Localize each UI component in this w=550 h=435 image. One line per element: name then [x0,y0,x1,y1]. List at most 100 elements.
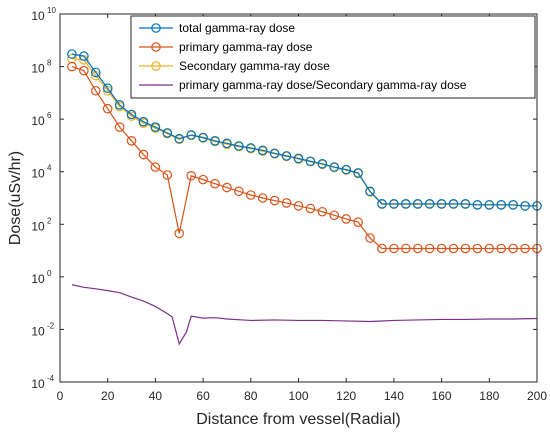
data-point [508,200,518,210]
y-tick-exponent: 2 [47,216,52,225]
data-point [448,243,459,254]
data-point [412,243,423,254]
series-0 [67,49,542,211]
data-point [114,122,125,132]
legend-box [130,15,536,99]
legend-swatch-marker [151,61,161,71]
data-point [222,182,232,193]
y-tick-exponent: 8 [47,59,52,68]
y-tick-exponent: 0 [47,269,52,278]
data-point [353,168,363,178]
series-1 [67,61,542,254]
data-point [460,243,471,254]
y-tick-label: 10 [31,324,45,338]
data-point [436,243,447,254]
data-point [79,51,89,61]
data-point [329,162,340,172]
y-tick-label: 10 [31,114,45,128]
data-point [138,149,149,160]
x-tick-label: 40 [149,389,163,403]
data-point [484,200,495,210]
data-point [293,201,304,211]
data-point [102,85,113,96]
data-point [257,145,268,156]
data-point [198,132,208,143]
data-point [67,49,77,59]
data-point [174,133,185,144]
data-point [162,170,173,180]
legend-entry-label: Secondary gamma-ray dose [179,59,330,73]
data-point [472,200,483,210]
data-point [102,83,113,94]
x-tick-label: 60 [196,389,210,403]
data-point [79,65,89,76]
x-tick-label: 100 [288,389,308,403]
data-point [67,61,77,72]
data-point [520,201,530,211]
data-point [186,170,196,181]
data-point [460,199,471,209]
data-point [365,233,375,243]
data-point [436,199,447,209]
data-point [126,109,137,120]
data-point [90,85,101,96]
y-tick-label: 10 [31,219,45,233]
data-point [90,67,101,78]
data-point [377,243,387,254]
series-layer [67,49,542,346]
data-point [174,228,185,239]
data-point [472,243,483,254]
y-tick-label: 10 [31,167,45,181]
x-tick-label: 20 [101,389,115,403]
x-tick-label: 160 [432,389,452,403]
series-3 [71,284,538,346]
data-point [269,148,280,159]
x-tick-label: 200 [527,389,547,403]
data-point [281,151,292,161]
data-point [305,156,316,167]
data-point [305,203,316,214]
data-point [412,199,423,209]
data-point [293,153,304,164]
legend: total gamma-ray dose primary gamma-ray do… [130,15,536,99]
data-point [317,159,328,169]
legend-entry-label: primary gamma-ray dose/Secondary gamma-r… [179,78,467,92]
data-point [401,199,411,209]
data-point [114,100,125,110]
y-tick-label: 10 [31,9,45,23]
y-tick-exponent: 4 [47,164,52,173]
legend-swatch-marker [151,42,161,52]
data-point [484,243,495,254]
data-point [401,243,411,254]
series-line [71,66,537,250]
legend-swatch-marker [151,23,161,33]
data-point [377,199,387,209]
data-point [424,199,435,209]
y-tick-label: 10 [31,377,45,391]
data-point [150,122,161,132]
legend-entry-label: total gamma-ray dose [179,21,295,35]
x-tick-label: 80 [244,389,258,403]
x-tick-label: 180 [479,389,499,403]
y-tick-exponent: -4 [47,374,55,383]
y-axis-label: Dose(uSv/hr) [7,151,24,245]
x-tick-label: 120 [336,389,356,403]
x-tick-label: 0 [57,389,64,403]
y-tick-exponent: 10 [47,6,56,15]
data-point [341,164,351,175]
data-point [210,136,220,146]
data-point [520,243,530,254]
data-point [138,116,149,127]
x-tick-label: 140 [384,389,404,403]
data-point [269,195,280,206]
y-tick-exponent: 6 [47,111,52,120]
data-point [126,136,137,146]
data-point [246,143,256,153]
data-point [424,243,435,254]
data-point [508,243,518,254]
data-point [496,243,507,254]
data-point [329,210,340,221]
